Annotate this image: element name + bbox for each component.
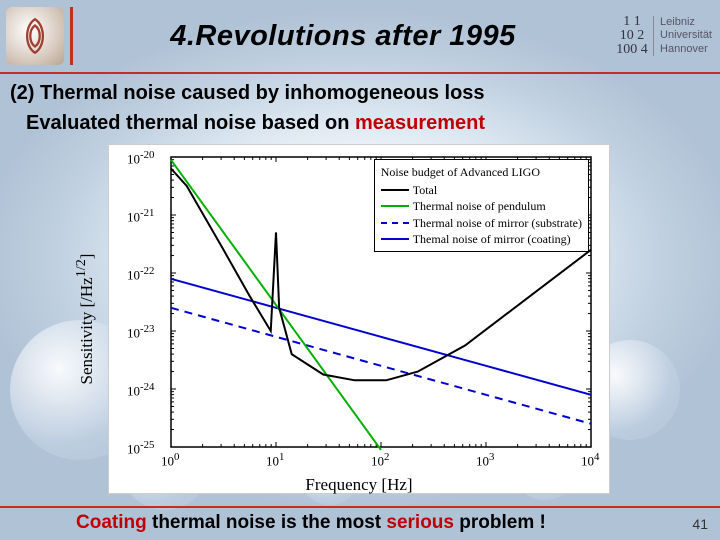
footer-highlight-2: serious bbox=[386, 512, 454, 533]
y-tick-label: 10-21 bbox=[127, 207, 165, 225]
chart-legend: Noise budget of Advanced LIGO TotalTherm… bbox=[374, 159, 589, 252]
y-tick-label: 10-24 bbox=[127, 381, 165, 399]
x-tick-label: 101 bbox=[266, 451, 284, 469]
seal-row: 100 4 bbox=[616, 43, 648, 57]
y-tick-label: 10-23 bbox=[127, 323, 165, 341]
subtitle-2: Evaluated thermal noise based on measure… bbox=[26, 112, 485, 135]
university-logo: 1 1 10 2 100 4 Leibniz Universität Hanno… bbox=[613, 12, 712, 60]
legend-title: Noise budget of Advanced LIGO bbox=[381, 164, 582, 180]
header-rule bbox=[0, 72, 720, 74]
y-axis-label: Sensitivity [/Hz1/2] bbox=[73, 254, 97, 385]
y-tick-label: 10-25 bbox=[127, 439, 165, 457]
x-axis-label: Frequency [Hz] bbox=[305, 475, 412, 495]
seal-row: 1 1 bbox=[623, 15, 641, 29]
footer-text: Coating thermal noise is the most seriou… bbox=[76, 512, 546, 534]
noise-chart: Sensitivity [/Hz1/2] Frequency [Hz] Nois… bbox=[108, 144, 610, 494]
legend-item: Total bbox=[381, 182, 582, 198]
seal-row: 10 2 bbox=[620, 29, 645, 43]
footer-highlight-1: Coating bbox=[76, 512, 147, 533]
footer-rule bbox=[0, 506, 720, 508]
page-number: 41 bbox=[692, 516, 708, 532]
university-name: Leibniz Universität Hannover bbox=[653, 16, 712, 56]
slide-title: 4.Revolutions after 1995 bbox=[73, 20, 613, 53]
x-tick-label: 104 bbox=[581, 451, 599, 469]
x-tick-label: 103 bbox=[476, 451, 494, 469]
legend-item: Themal noise of mirror (coating) bbox=[381, 231, 582, 247]
plot-area: Noise budget of Advanced LIGO TotalTherm… bbox=[171, 157, 591, 447]
subtitle-2-highlight: measurement bbox=[355, 112, 485, 134]
slide-header: 4.Revolutions after 1995 1 1 10 2 100 4 … bbox=[0, 0, 720, 72]
leibniz-seal: 1 1 10 2 100 4 bbox=[613, 12, 651, 60]
subtitle-1: (2) Thermal noise caused by inhomogeneou… bbox=[10, 82, 485, 105]
x-tick-label: 102 bbox=[371, 451, 389, 469]
legend-item: Thermal noise of mirror (substrate) bbox=[381, 215, 582, 231]
legend-item: Thermal noise of pendulum bbox=[381, 198, 582, 214]
subtitle-2-text: Evaluated thermal noise based on bbox=[26, 112, 355, 134]
y-tick-label: 10-22 bbox=[127, 265, 165, 283]
aei-logo bbox=[6, 7, 64, 65]
y-tick-label: 10-20 bbox=[127, 149, 165, 167]
